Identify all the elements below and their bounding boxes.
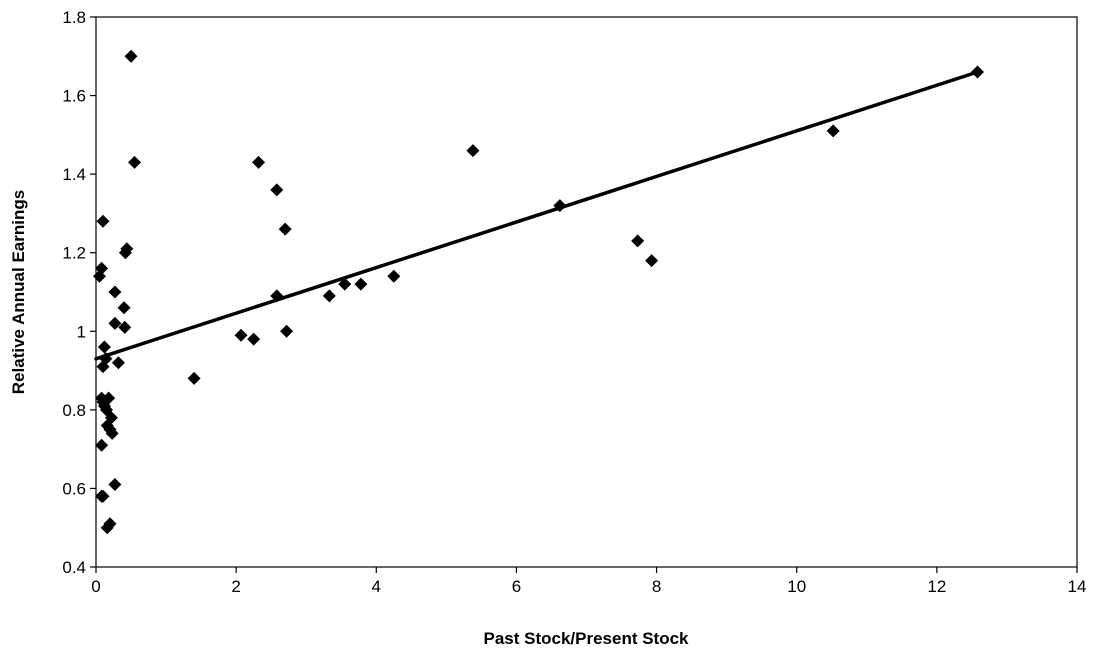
y-tick-label: 1.8 (62, 8, 86, 27)
data-point (99, 352, 113, 366)
y-axis-title: Relative Annual Earnings (9, 190, 28, 394)
data-point (97, 340, 111, 354)
y-tick-label: 1.6 (62, 87, 86, 106)
data-point (338, 277, 352, 291)
x-tick-label: 4 (372, 577, 381, 596)
data-point (120, 242, 134, 256)
x-tick-label: 8 (652, 577, 661, 596)
data-point (234, 328, 248, 342)
data-point (645, 254, 659, 268)
data-point (270, 183, 284, 197)
data-point (108, 478, 122, 491)
y-tick-label: 1.4 (62, 165, 86, 184)
y-tick-label: 1 (77, 322, 86, 341)
data-point (96, 489, 110, 503)
x-tick-label: 2 (231, 577, 240, 596)
data-point (96, 214, 110, 228)
data-point (111, 356, 125, 370)
data-point (95, 261, 109, 275)
data-point (118, 320, 132, 334)
y-tick-label: 0.8 (62, 401, 86, 420)
x-tick-label: 10 (787, 577, 806, 596)
data-point (102, 391, 116, 405)
data-point (826, 124, 840, 138)
data-point (466, 144, 480, 158)
data-point (104, 411, 118, 425)
data-point (108, 285, 122, 299)
trend-line (94, 70, 980, 361)
data-point (280, 324, 294, 338)
data-point (128, 155, 142, 169)
x-tick-label: 12 (927, 577, 946, 596)
plot-area (95, 16, 1078, 568)
y-tick-label: 0.6 (62, 479, 86, 498)
x-tick-label: 0 (91, 577, 100, 596)
data-point (278, 222, 292, 236)
data-point (553, 199, 567, 213)
data-point (387, 269, 401, 283)
x-axis-title: Past Stock/Present Stock (483, 629, 689, 648)
data-point (95, 438, 109, 452)
y-tick-label: 1.2 (62, 244, 86, 263)
x-tick-label: 6 (512, 577, 521, 596)
data-point (631, 234, 645, 248)
data-point (247, 332, 261, 346)
data-point (124, 49, 138, 63)
data-point (108, 316, 122, 330)
x-tick-label: 14 (1068, 577, 1087, 596)
data-point (117, 301, 131, 315)
data-point (252, 155, 266, 169)
y-tick-label: 0.4 (62, 558, 86, 577)
data-point (103, 517, 117, 531)
data-point (970, 65, 984, 79)
data-point (270, 289, 284, 303)
data-point (105, 426, 119, 440)
data-point (354, 277, 368, 291)
data-point (322, 289, 336, 303)
data-point (187, 371, 201, 385)
